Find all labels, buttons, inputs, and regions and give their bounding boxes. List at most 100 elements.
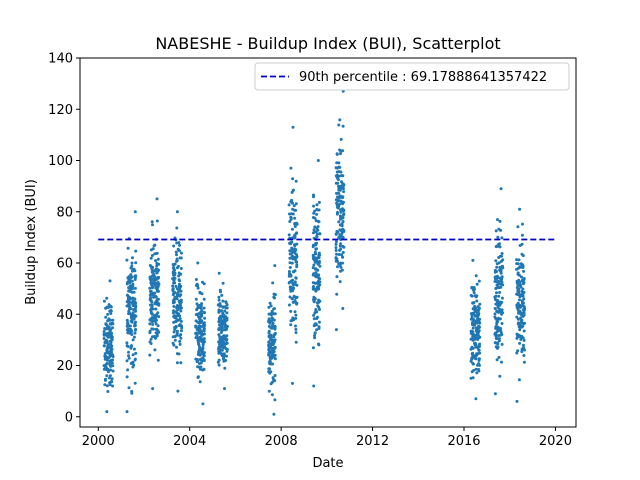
data-point <box>268 355 272 359</box>
data-point <box>500 312 504 316</box>
data-point <box>133 381 137 385</box>
data-point <box>156 324 160 328</box>
data-point <box>270 393 274 397</box>
data-point <box>107 345 111 349</box>
data-point <box>269 335 272 338</box>
data-point <box>151 223 154 227</box>
data-point <box>342 245 346 249</box>
data-point <box>473 294 477 298</box>
data-point <box>106 390 110 393</box>
data-point <box>103 341 107 345</box>
data-point <box>172 343 176 347</box>
data-point <box>497 334 501 338</box>
data-point <box>157 315 161 319</box>
data-point <box>203 340 206 344</box>
data-point <box>134 249 138 253</box>
data-point <box>171 335 175 339</box>
data-point <box>316 225 320 229</box>
data-point <box>317 342 320 346</box>
data-point <box>517 306 520 309</box>
data-point <box>150 327 154 331</box>
data-point <box>271 338 274 342</box>
data-point <box>175 287 179 291</box>
data-point <box>103 383 107 387</box>
data-point <box>217 320 221 324</box>
data-point <box>516 271 520 275</box>
data-point <box>194 313 198 317</box>
data-point <box>474 345 478 349</box>
data-point <box>338 280 342 284</box>
data-point <box>127 386 131 390</box>
data-point <box>217 340 221 344</box>
data-point <box>106 306 110 309</box>
data-point <box>150 220 154 224</box>
data-point <box>177 278 181 282</box>
data-point <box>517 321 520 325</box>
legend: 90th percentile : 69.17888641357422 <box>254 62 570 91</box>
data-point <box>195 282 199 286</box>
data-point <box>341 250 345 254</box>
data-point <box>126 294 130 298</box>
data-point <box>493 280 497 283</box>
data-point <box>517 258 521 262</box>
data-point <box>522 346 526 350</box>
data-point <box>337 161 341 165</box>
y-tick-label: 40 <box>56 308 73 323</box>
data-point <box>130 344 133 348</box>
data-point <box>171 266 175 270</box>
data-point <box>175 297 179 301</box>
data-point <box>125 375 129 379</box>
data-point <box>515 399 519 403</box>
data-point <box>196 286 200 290</box>
data-point <box>520 252 524 256</box>
data-point <box>498 265 502 269</box>
data-point <box>272 307 276 311</box>
data-point <box>341 307 345 310</box>
data-point <box>148 286 152 290</box>
data-point <box>131 338 135 342</box>
data-point <box>521 336 524 339</box>
data-point <box>469 294 473 297</box>
data-point <box>516 283 520 287</box>
data-point <box>130 269 134 273</box>
data-point <box>196 261 200 265</box>
data-point <box>154 322 158 326</box>
data-point <box>291 125 295 129</box>
data-point <box>519 304 523 308</box>
data-point <box>153 348 157 352</box>
data-point <box>155 333 159 337</box>
data-point <box>478 335 482 339</box>
data-point <box>500 333 504 336</box>
data-point <box>130 391 134 395</box>
data-point <box>290 190 294 194</box>
data-point <box>198 365 201 369</box>
data-point <box>154 295 158 299</box>
data-point <box>149 256 153 260</box>
data-point <box>202 337 206 341</box>
data-point <box>108 339 112 343</box>
data-point <box>133 278 137 281</box>
data-point <box>314 247 318 251</box>
data-point <box>474 367 478 371</box>
data-point <box>202 351 206 355</box>
data-point <box>131 296 135 300</box>
data-point <box>334 328 338 332</box>
data-point <box>339 184 343 188</box>
data-point <box>223 309 227 313</box>
data-point <box>337 220 341 224</box>
data-point <box>217 347 221 351</box>
data-point <box>271 349 275 353</box>
data-point <box>494 326 498 330</box>
data-point <box>335 198 339 202</box>
data-point <box>217 363 221 367</box>
data-point <box>312 299 316 303</box>
data-point <box>475 282 479 286</box>
data-point <box>126 331 130 335</box>
data-point <box>334 259 338 263</box>
data-point <box>177 352 181 356</box>
data-point <box>269 304 273 308</box>
data-point <box>171 287 175 291</box>
data-point <box>152 315 156 319</box>
data-point <box>499 187 503 191</box>
